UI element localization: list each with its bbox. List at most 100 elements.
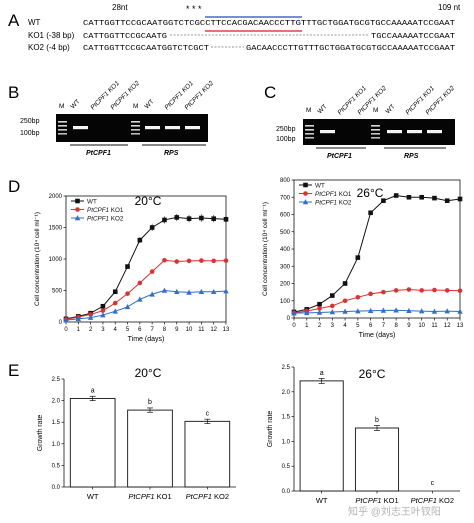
x-tick-label: PtCPF1 KO1 [355, 496, 398, 505]
x-tick-label: 10 [186, 327, 193, 333]
x-tick-label: 5 [126, 327, 130, 333]
x-tick-label: 12 [210, 327, 217, 333]
data-point [149, 291, 155, 297]
data-point [210, 288, 217, 295]
gel-c-band-wt [320, 130, 335, 134]
gel-c-ladder-band [305, 125, 314, 127]
gel-b-ladder-band [58, 125, 67, 127]
gel-c-bands [305, 125, 442, 139]
legend-label: PtCPF1 KO1 [87, 207, 124, 214]
data-point [223, 288, 229, 294]
data-point [291, 310, 297, 316]
gel-b-ladder-band [58, 133, 67, 135]
x-tick-label: 4 [114, 327, 118, 333]
panel-d-label: D [8, 177, 20, 196]
gel-c-band-rps-ko2 [427, 130, 442, 134]
gel-c-ladder-band [371, 125, 380, 127]
gel-b-ladder-band [131, 121, 140, 123]
significance-letter: a [320, 370, 324, 377]
seq-name-wt: WT [28, 18, 41, 27]
pam-stars: * * * [186, 4, 202, 14]
x-tick-label: PtCPF1 KO2 [411, 496, 454, 505]
data-point [100, 308, 106, 313]
gel-b-ladder-band [131, 133, 140, 135]
gel-c-marker-100: 100bp [276, 136, 296, 143]
x-tick-label: 6 [369, 323, 373, 329]
data-point [112, 300, 118, 306]
legend-label: PtCPF1 KO2 [87, 215, 124, 222]
gel-b-band-rps-ko2 [185, 126, 200, 130]
data-point [457, 196, 463, 202]
data-point [393, 288, 399, 293]
gel-b-ladder-band [58, 129, 67, 131]
gel-c-band-rps-ko1 [407, 130, 422, 134]
data-point [112, 289, 118, 295]
x-tick-label: 3 [101, 327, 105, 333]
y-tick-label: 2.5 [52, 377, 61, 383]
x-tick-label: 2 [318, 323, 322, 329]
data-point [63, 317, 69, 323]
data-point [137, 237, 143, 243]
data-point [393, 193, 399, 198]
data-point [100, 303, 106, 309]
y-tick-label: 1000 [49, 257, 63, 263]
gel-b-group-ptcpf1: PtCPF1 [86, 150, 111, 157]
y-axis-label: Growth rate [37, 415, 44, 452]
bar [184, 420, 231, 488]
growth-rate-bar-chart-20c: 0.0 0.5 1.0 1.5 2.0 2.5 Growth rate 20°C a WT b PtC… [37, 366, 236, 501]
gel-b-ladder-band [131, 125, 140, 127]
data-point [381, 289, 386, 295]
series-line [65, 216, 227, 320]
gel-b-ladder-band [131, 129, 140, 131]
data-point [431, 308, 438, 314]
y-tick-label: 2000 [49, 194, 63, 200]
x-tick-label: 2 [89, 327, 93, 333]
data-point [174, 259, 180, 264]
data-point [355, 295, 361, 300]
data-point [302, 199, 309, 205]
gel-c-group-rps: RPS [404, 153, 419, 160]
watermark-text: 知乎 @刘志王叶钗阳 [348, 505, 441, 518]
data-point [330, 303, 335, 309]
y-tick-label: 2.0 [52, 399, 61, 405]
seq-ko1-right: TGCCAAAAATCCGAAT [371, 33, 456, 41]
gel-b-bands [58, 121, 200, 135]
panel-b: B M WT PtCPF1 KO1 PtCPF1 KO2 M WT PtCPF1… [8, 80, 215, 157]
series-line [293, 309, 461, 314]
y-tick-label: 1.0 [282, 439, 291, 445]
data-point [174, 288, 180, 295]
seq-ko2-right: GACAACCCTTGTTTGCTGGATGCGTGCCAAAAATCCGAAT [246, 45, 456, 53]
x-tick-label: 11 [198, 327, 205, 333]
gel-c-ladder-band [305, 129, 314, 131]
data-point [199, 215, 204, 221]
x-tick-label: PtCPF1 KO1 [128, 492, 171, 501]
x-tick-label: 12 [444, 323, 451, 329]
gel-b-lane-labels: M WT PtCPF1 KO1 PtCPF1 KO2 M WT PtCPF1 K… [59, 80, 215, 112]
data-point [303, 191, 308, 196]
data-point [317, 301, 322, 307]
x-tick-label: 0 [292, 323, 296, 329]
data-point [380, 307, 387, 313]
data-point [124, 303, 131, 310]
data-point [100, 312, 106, 318]
gel-b-ladder-band [58, 121, 67, 123]
data-point [457, 288, 463, 294]
significance-letter: a [91, 387, 95, 394]
y-tick-label: 1.0 [52, 442, 61, 448]
bar [127, 409, 173, 488]
legend-label: PtCPF1 KO1 [315, 191, 352, 198]
gel-c-ladder-band [371, 129, 380, 131]
x-tick-label: WT [87, 492, 99, 501]
data-point [223, 258, 229, 263]
bar [299, 380, 344, 492]
data-point [457, 308, 463, 314]
gel-c-ladder-band [305, 137, 314, 139]
panel-c: C M WT PtCPF1 KO1 PtCPF1 KO2 M WT PtCPF1… [264, 83, 456, 160]
data-point [161, 287, 168, 293]
data-point [381, 198, 386, 203]
x-tick-label: 13 [457, 323, 464, 329]
x-tick-label: 8 [394, 323, 398, 329]
data-point [317, 306, 322, 311]
data-point [87, 314, 94, 320]
